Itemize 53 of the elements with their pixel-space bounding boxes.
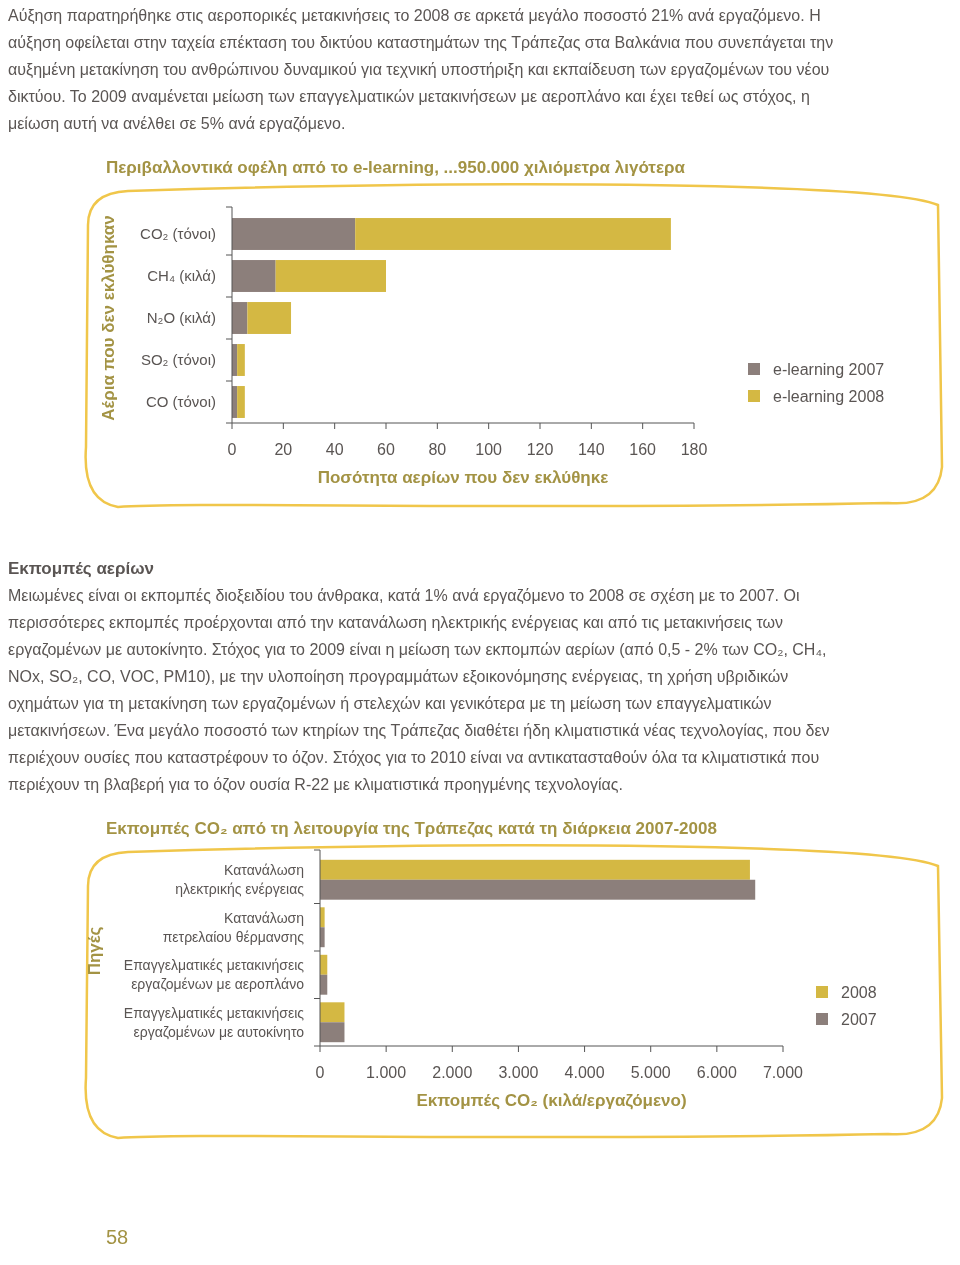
- x-axis-title: Εκπομπές CO₂ (κιλά/εργαζόμενο): [416, 1091, 687, 1110]
- y-axis-title: Πηγές: [85, 926, 104, 976]
- y-tick-label: CH₄ (κιλά): [147, 267, 216, 284]
- legend-label: 2007: [841, 1011, 877, 1028]
- text: Μειωμένες είναι οι εκπομπές διοξειδίου του άνθρακα, κατά 1% ανά εργαζόμενο το 2008 σε σχέση με το 2007. Οι περισσότερες εκπομπές προέρχονται από την κατανάλωση ηλεκτρικής ενέργειας και από τις μετακινήσεις των εργαζομένων με αυτοκίνητο. Στόχος για το 2009 είναι η μείωση των εκπομπών αερίων (από 0,5 - 2% των CO₂, CH₄, NOx, SO₂, CO, VOC, PM10), με την υλοποίηση προγραμμάτων εξοικονόμησης ενέργειας, τη χρήση υβριδικών οχημάτων για τη μετακίνηση των εργαζομένων ή στελεχών και γενικότερα με τη μείωση των επαγγελματικών μετακινήσεων. Ένα μεγάλο ποσοστό των κτηρίων της Τράπεζας διαθέτει ήδη κλιματιστικά νέας τεχνολογίας, που δεν περιέχουν ουσίες που καταστρέφουν το όζον. Στόχος για το 2010 είναι να αντικατασταθούν όλα τα κλιματιστικά που περιέχουν τη βλαβερή για το όζον ουσία R-22 με κλιματιστικά προηγμένης τεχνολογίας.: [8, 586, 831, 795]
- y-tick-label: CO₂ (τόνοι): [140, 225, 216, 242]
- bar: [232, 302, 248, 334]
- bar: [320, 1022, 345, 1043]
- chart-title: Περιβαλλοντικά οφέλη από το e-learning, ...950.000 χιλιόμετρα λιγότερα: [106, 158, 686, 177]
- y-tick-label: SO₂ (τόνοι): [140, 351, 216, 368]
- bar: [275, 260, 386, 292]
- legend-label: e-learning 2008: [773, 388, 885, 405]
- bar: [237, 386, 245, 418]
- x-tick-label: 0: [315, 1064, 325, 1081]
- y-tick-label: CO (τόνοι): [145, 393, 216, 410]
- x-tick-label: 0: [227, 441, 237, 458]
- y-axis-title: Αέρια που δεν εκλύθηκαν: [99, 215, 118, 421]
- x-axis-title: Ποσότητα αερίων που δεν εκλύθηκε: [317, 468, 609, 487]
- y-tick-label: Κατανάλωση πετρελαίου θέρμανσης: [162, 909, 305, 945]
- legend-label: 2008: [841, 984, 877, 1001]
- x-tick-label: 7.000: [762, 1064, 804, 1081]
- chart-title: Εκπομπές CO₂ από τη λειτουργία της Τράπεζας κατά τη διάρκεια 2007-2008: [106, 819, 717, 838]
- y-tick-label: Επαγγελματικές μετακινήσεις εργαζομένων με αεροπλάνο: [123, 957, 305, 993]
- y-tick-label: Επαγγελματικές μετακινήσεις εργαζομένων με αυτοκίνητο: [123, 1004, 305, 1040]
- x-tick-label: 180: [680, 441, 708, 458]
- bar: [320, 879, 756, 900]
- bar: [355, 218, 671, 250]
- x-tick-label: 120: [526, 441, 554, 458]
- x-tick-label: 3.000: [498, 1064, 539, 1081]
- x-tick-label: 160: [629, 441, 657, 458]
- y-tick-label: Κατανάλωση ηλεκτρικής ενέργειας: [175, 862, 305, 898]
- x-tick-label: 60: [377, 441, 395, 458]
- x-tick-label: 2.000: [432, 1064, 473, 1081]
- bar: [320, 1002, 345, 1023]
- text: Εκπομπές αερίων: [8, 558, 155, 580]
- bar: [232, 260, 276, 292]
- x-tick-label: 5.000: [630, 1064, 671, 1081]
- text: Αύξηση παρατηρήθηκε στις αεροπορικές μετακινήσεις το 2008 σε αρκετά μεγάλο ποσοστό 21% ανά εργαζόμενο. Η αύξηση οφείλεται στην ταχεία επέκταση του δικτύου καταστημάτων της Τράπεζας στα Βαλκάνια που συνεπάγεται την αυξημένη μετακίνηση του ανθρώπινου δυναμικού για τεχνική υποστήριξη και εκπαίδευση των εργαζομένων του νέου δικτύου. Το 2009 αναμένεται μείωση των επαγγελματικών μετακινήσεων με αεροπλάνο και έχει τεθεί ως στόχος, η μείωση αυτή να ανέλθει σε 5% ανά εργαζόμενο.: [8, 6, 835, 134]
- text: 58: [106, 1226, 130, 1249]
- x-tick-label: 100: [475, 441, 503, 458]
- x-tick-label: 140: [577, 441, 605, 458]
- bar: [232, 218, 356, 250]
- x-tick-label: 6.000: [696, 1064, 737, 1081]
- x-tick-label: 20: [274, 441, 293, 458]
- legend-label: e-learning 2007: [773, 361, 885, 378]
- x-tick-label: 1.000: [366, 1064, 407, 1081]
- y-tick-label: N₂O (κιλά): [146, 309, 216, 326]
- x-tick-label: 40: [325, 441, 344, 458]
- bar: [247, 302, 292, 334]
- x-tick-label: 80: [428, 441, 447, 458]
- bar: [320, 859, 750, 880]
- x-tick-label: 4.000: [564, 1064, 605, 1081]
- bar: [237, 344, 245, 376]
